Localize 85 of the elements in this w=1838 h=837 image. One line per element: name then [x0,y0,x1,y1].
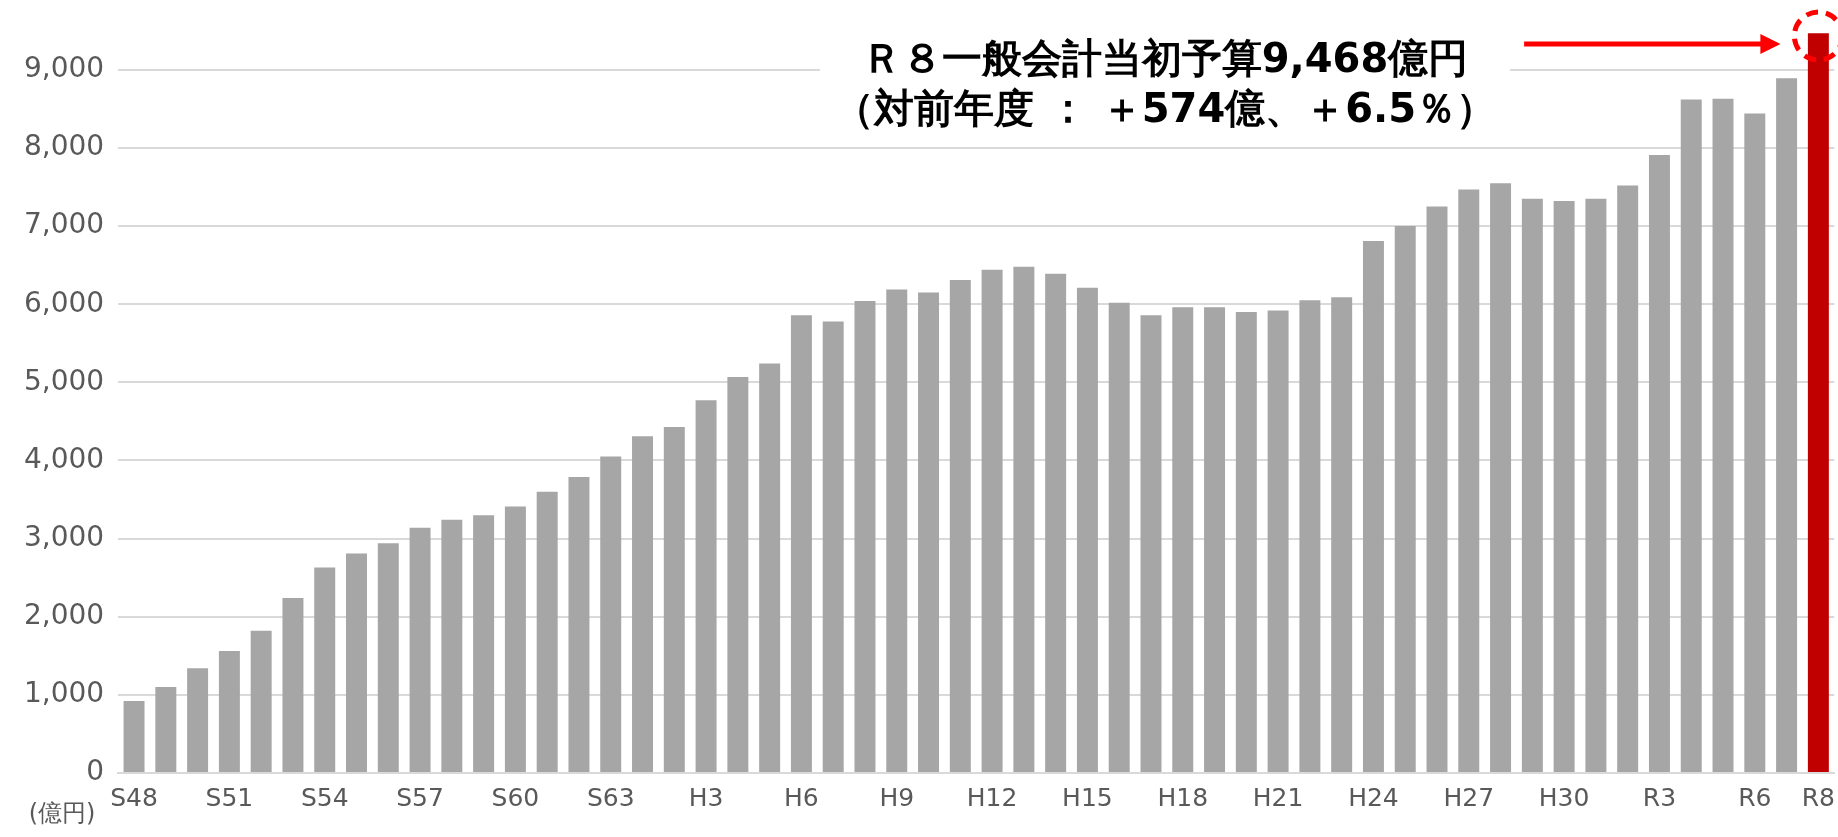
x-tick-label: S63 [586,782,635,812]
x-tick-label: S51 [205,782,254,812]
y-tick-label: 6,000 [23,285,105,319]
bar [727,376,749,772]
bar [854,301,876,772]
bar [187,668,209,772]
bar [663,426,685,772]
bar [1362,240,1384,772]
bar [600,456,622,772]
bar [1140,315,1162,772]
bar [1648,155,1670,772]
bar [1235,312,1257,772]
bar [695,400,717,772]
bar [1712,98,1734,772]
bar [822,321,844,772]
bar [1458,189,1480,772]
bar [1331,297,1353,772]
bar [568,476,590,772]
bar [1776,78,1798,772]
bar [218,651,240,772]
y-tick-label: 3,000 [23,519,105,553]
annotation: Ｒ８一般会計当初予算9,468億円 [861,35,1469,82]
x-tick-label: H6 [784,782,819,812]
bar [886,289,908,772]
x-tick-label: S48 [110,782,158,812]
bar [1108,302,1130,772]
x-tick-label: H18 [1157,782,1209,812]
y-tick-label: 0 [86,754,105,788]
bar [759,363,781,772]
bar [918,292,940,772]
bar [1076,287,1098,772]
y-tick-label: 2,000 [23,598,105,632]
bar [314,567,336,772]
bar [1744,113,1766,772]
bar [1394,226,1416,772]
bar [1521,198,1543,772]
bar [1172,307,1194,772]
bar [1553,201,1575,772]
bar [632,436,654,772]
bar [250,630,272,772]
annotation: （対前年度 ： ＋574億、＋6.5％） [833,85,1497,132]
bar [504,506,526,772]
bar [377,543,399,772]
bar [1585,198,1607,772]
x-tick-label: H3 [688,782,724,812]
bar [1680,99,1702,772]
bar [949,280,971,772]
y-tick-label: 1,000 [23,676,105,710]
bar [155,687,177,772]
bar [981,269,1003,772]
x-tick-label: H24 [1348,782,1399,812]
x-tick-label: H27 [1443,782,1495,812]
bar [473,515,495,772]
x-tick-label: S54 [300,782,349,812]
bar [1267,310,1289,772]
x-tick-label: H30 [1538,782,1590,812]
y-axis-title: (億円) [28,799,96,828]
bar [409,527,431,772]
x-tick-label: S57 [396,782,444,812]
x-tick-label: H9 [879,782,915,812]
x-tick-label: H15 [1062,782,1113,812]
bar [123,701,145,772]
x-tick-label: R3 [1642,782,1677,812]
x-tick-label: H12 [966,782,1018,812]
bar [536,491,558,772]
y-tick-label: 8,000 [23,129,105,163]
x-tick-label: R8 [1801,782,1835,812]
y-tick-label: 5,000 [23,363,105,397]
x-tick-label: H21 [1252,782,1304,812]
bar [346,553,367,772]
bar [441,519,463,772]
bar [790,315,812,772]
bar [1013,266,1035,772]
y-tick-label: 7,000 [23,207,105,241]
bar [1617,185,1639,772]
y-tick-label: 4,000 [23,441,105,475]
bar [1426,206,1448,772]
bar [1045,273,1067,772]
bar [1490,183,1512,772]
bar [282,598,304,772]
x-tick-label: R6 [1738,782,1772,812]
y-tick-label: 9,000 [23,51,105,85]
bar [1299,300,1321,772]
x-tick-label: S60 [491,782,540,812]
bar [1204,307,1226,772]
